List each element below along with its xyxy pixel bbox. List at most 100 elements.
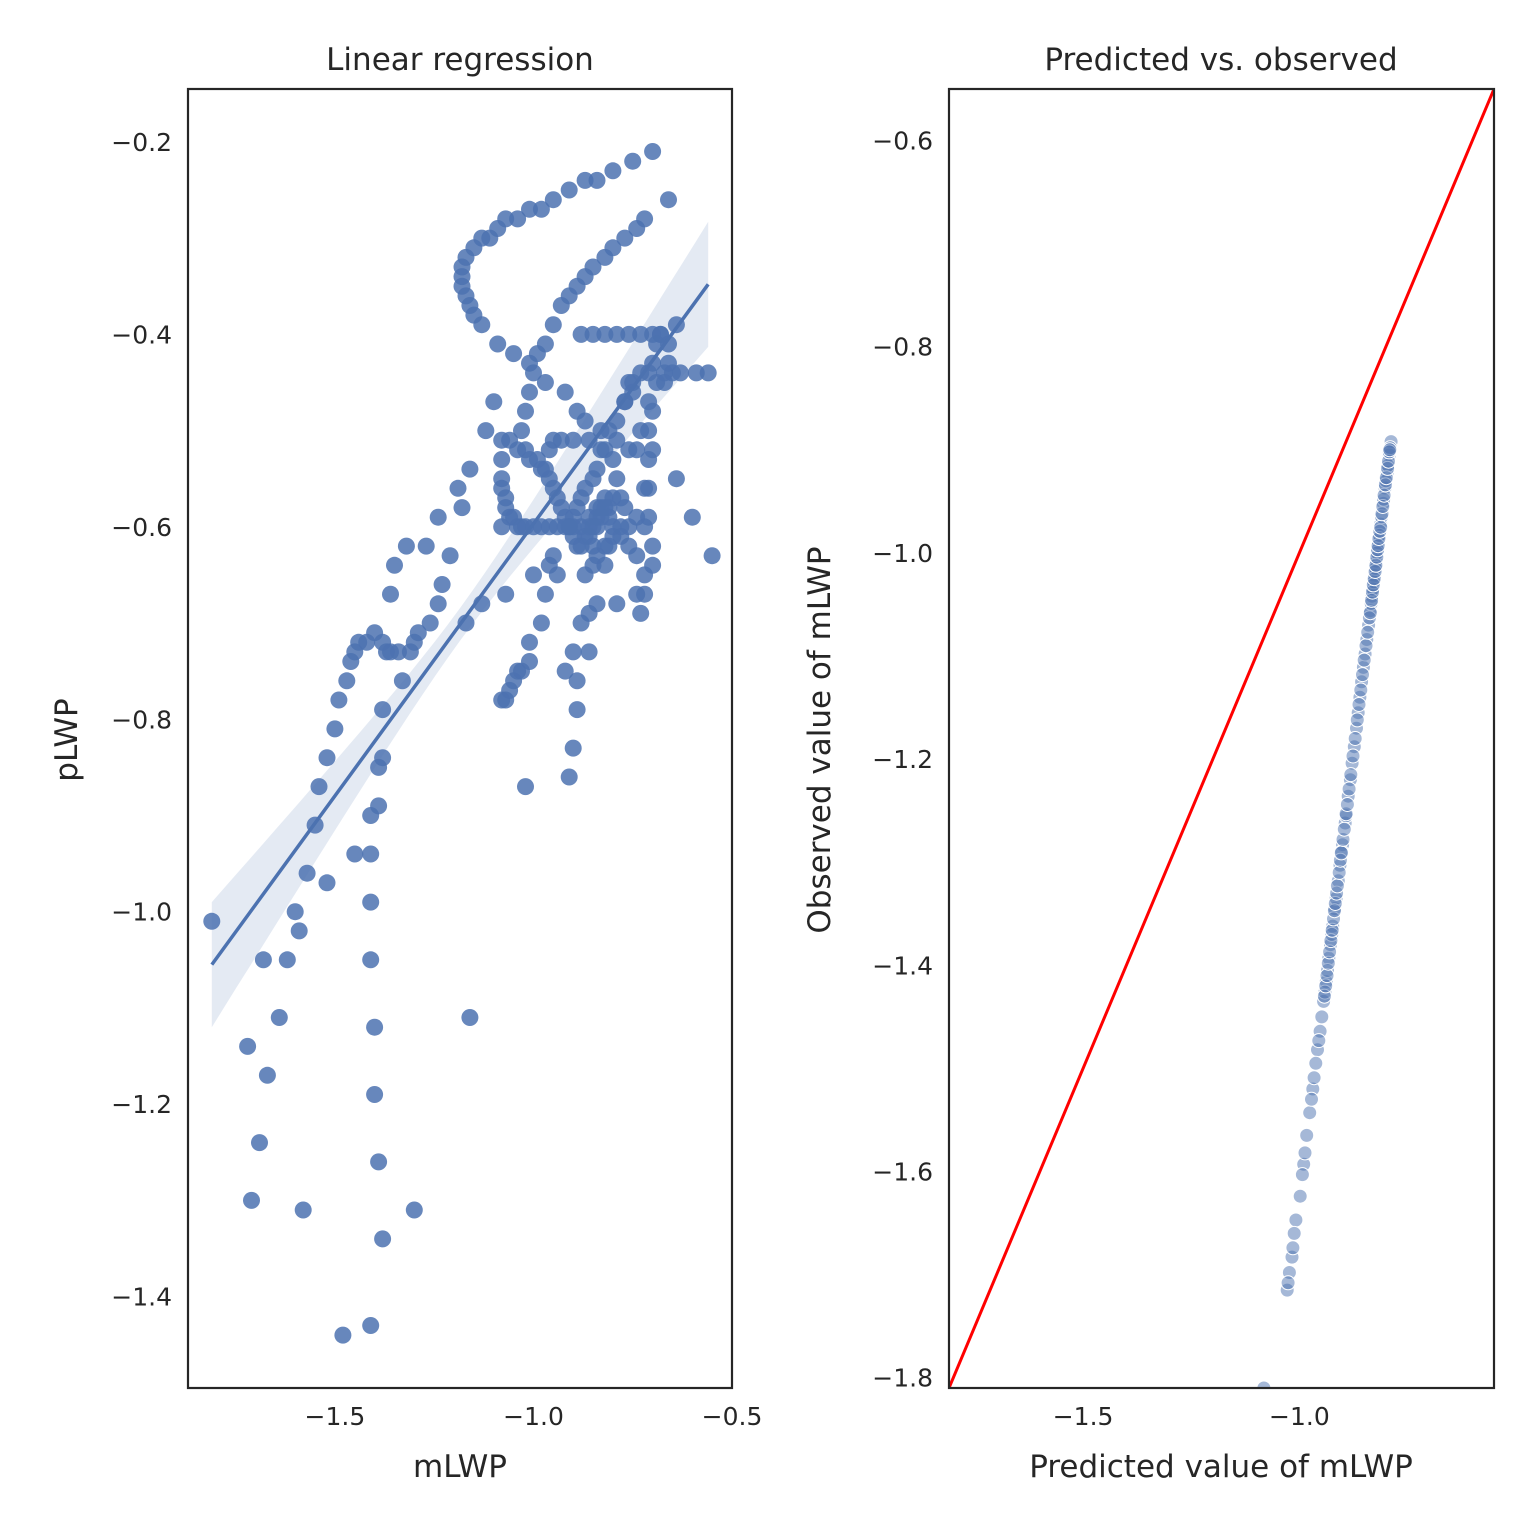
data-point bbox=[1362, 605, 1378, 621]
data-point bbox=[576, 171, 594, 189]
data-point bbox=[493, 451, 511, 468]
data-point bbox=[334, 1326, 352, 1344]
data-point bbox=[521, 383, 538, 401]
data-point bbox=[449, 479, 467, 497]
data-point bbox=[525, 364, 542, 382]
data-point bbox=[270, 1009, 288, 1026]
data-point bbox=[699, 364, 717, 382]
data-point bbox=[564, 643, 582, 661]
data-point bbox=[429, 595, 447, 613]
data-point bbox=[652, 325, 669, 343]
y-tick-label: −1.4 bbox=[111, 1283, 172, 1312]
data-point bbox=[517, 402, 534, 420]
data-point bbox=[628, 441, 646, 459]
data-point bbox=[501, 431, 519, 449]
data-point bbox=[489, 335, 507, 353]
data-point bbox=[548, 566, 566, 584]
data-point bbox=[397, 537, 415, 555]
data-point bbox=[362, 845, 380, 863]
data-point bbox=[536, 585, 554, 603]
data-point bbox=[616, 499, 634, 517]
regression-line bbox=[210, 283, 710, 966]
data-point bbox=[203, 912, 221, 930]
data-point bbox=[513, 422, 530, 440]
data-point bbox=[1294, 1167, 1310, 1183]
data-point bbox=[1285, 1240, 1301, 1256]
data-point bbox=[608, 470, 626, 488]
data-point bbox=[433, 576, 451, 593]
data-point bbox=[386, 556, 403, 574]
data-point bbox=[580, 518, 598, 536]
data-point bbox=[1319, 968, 1335, 984]
data-point bbox=[667, 470, 685, 488]
data-point bbox=[1360, 624, 1376, 640]
data-point bbox=[632, 325, 650, 343]
data-point bbox=[286, 903, 304, 921]
data-point bbox=[687, 364, 705, 382]
data-point bbox=[1343, 767, 1359, 783]
data-point bbox=[580, 643, 598, 661]
data-point bbox=[628, 547, 646, 565]
data-point bbox=[608, 325, 626, 343]
y-tick-label: −1.2 bbox=[111, 1090, 172, 1119]
data-point bbox=[370, 797, 388, 815]
data-point bbox=[1333, 845, 1349, 861]
y-tick-label: −1.2 bbox=[872, 745, 933, 774]
data-point bbox=[596, 325, 614, 343]
identity-line-path bbox=[949, 89, 1494, 1388]
data-point bbox=[362, 893, 380, 911]
scatter-points bbox=[203, 143, 721, 1344]
y-tick-label: −1.6 bbox=[872, 1158, 933, 1187]
data-point bbox=[1297, 1145, 1313, 1161]
data-point bbox=[616, 229, 634, 247]
data-point bbox=[588, 595, 606, 613]
y-tick-label: −1.0 bbox=[111, 898, 172, 927]
data-point bbox=[461, 460, 479, 478]
data-point bbox=[560, 181, 578, 199]
data-point bbox=[457, 614, 475, 632]
data-point bbox=[409, 624, 427, 642]
data-point bbox=[592, 441, 610, 459]
data-point bbox=[318, 874, 336, 892]
data-point bbox=[461, 1009, 479, 1026]
y-tick-label: −1.8 bbox=[872, 1364, 933, 1393]
x-axis-label: Predicted value of mLWP bbox=[1029, 1449, 1413, 1485]
x-tick-label: −1.0 bbox=[503, 1402, 564, 1431]
identity-line bbox=[949, 89, 1494, 1388]
data-point bbox=[521, 200, 538, 218]
data-point bbox=[1356, 652, 1372, 668]
data-point bbox=[330, 691, 348, 709]
data-point bbox=[544, 547, 562, 565]
y-tick-label: −0.6 bbox=[872, 127, 933, 156]
y-tick-label: −0.4 bbox=[111, 320, 172, 349]
regression-line-path bbox=[210, 283, 710, 966]
data-point bbox=[254, 951, 272, 969]
data-point bbox=[1351, 697, 1367, 712]
data-point bbox=[576, 412, 594, 430]
data-point bbox=[584, 556, 602, 574]
data-point bbox=[572, 325, 590, 343]
data-point bbox=[374, 701, 392, 719]
y-tick-label: −0.8 bbox=[111, 705, 172, 734]
data-point bbox=[644, 402, 662, 420]
data-point bbox=[640, 422, 658, 440]
data-point bbox=[560, 768, 578, 786]
y-tick-label: −0.2 bbox=[111, 128, 172, 157]
y-axis-label: Observed value of mLWP bbox=[802, 546, 838, 933]
data-point bbox=[703, 547, 721, 565]
data-point bbox=[1355, 667, 1370, 683]
data-point bbox=[1280, 1275, 1296, 1291]
data-point bbox=[532, 200, 550, 218]
data-point bbox=[362, 951, 380, 969]
scatter-points bbox=[1256, 434, 1399, 1388]
data-point bbox=[421, 614, 439, 632]
data-point bbox=[568, 672, 586, 690]
data-point bbox=[1349, 712, 1365, 728]
data-point bbox=[1292, 1188, 1308, 1204]
data-point bbox=[326, 720, 344, 738]
chart-title: Linear regression bbox=[326, 42, 594, 78]
data-point bbox=[1345, 748, 1361, 764]
data-point bbox=[644, 143, 662, 160]
y-axis-label: pLWP bbox=[49, 698, 85, 781]
